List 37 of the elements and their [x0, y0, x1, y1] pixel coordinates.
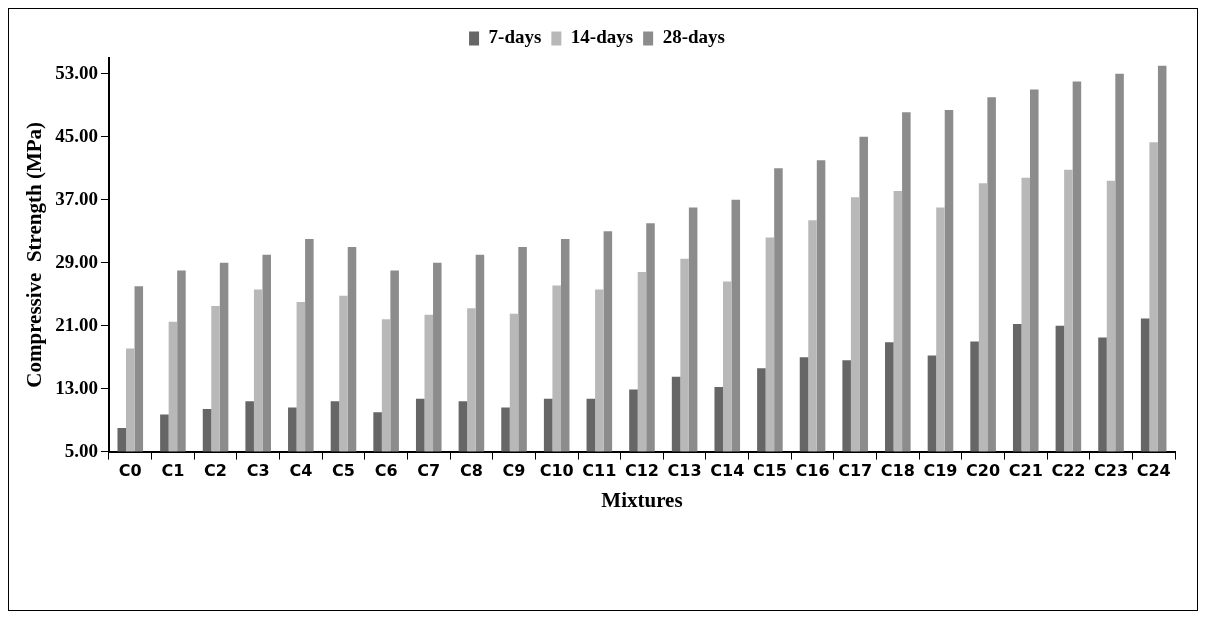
x-tick-label: C8: [459, 461, 483, 481]
y-axis-title: Compressive Strength (MPa): [22, 121, 47, 388]
x-tick-label: C5: [332, 461, 355, 481]
x-tick-label: C18: [880, 461, 915, 481]
x-tick-label: C15: [752, 461, 787, 481]
y-tick-label: 29.00: [55, 250, 98, 272]
y-tick-label: 45.00: [55, 124, 98, 146]
x-tick-label: C0: [118, 461, 142, 481]
legend-label: 28-days: [662, 26, 725, 48]
x-tick-label: C20: [966, 461, 1001, 481]
x-tick-label: C11: [582, 461, 617, 481]
x-tick-label: C3: [246, 461, 270, 481]
y-tick-label: 53.00: [55, 61, 98, 83]
x-tick-label: C23: [1094, 461, 1129, 481]
x-tick-label: C2: [204, 461, 227, 481]
x-tick-label: C21: [1008, 461, 1043, 481]
legend-label: 14-days: [570, 26, 634, 48]
x-tick-label: C19: [923, 461, 958, 481]
x-tick-label: C22: [1051, 461, 1086, 481]
x-tick-label: C7: [417, 461, 441, 481]
y-tick-label: 21.00: [55, 313, 98, 335]
x-tick-label: C1: [161, 461, 185, 481]
x-tick-label: C16: [795, 461, 830, 481]
x-tick-label: C24: [1136, 461, 1171, 481]
y-tick-label: 13.00: [55, 376, 98, 398]
y-tick-label: 5.00: [64, 439, 98, 461]
y-tick-label: 37.00: [55, 187, 98, 209]
x-tick-label: C14: [710, 461, 745, 481]
legend-label: 7-days: [488, 26, 542, 48]
x-tick-label: C12: [624, 461, 659, 481]
x-tick-label: C13: [667, 461, 702, 481]
x-tick-label: C4: [289, 461, 313, 481]
x-axis-title: Mixtures: [601, 487, 683, 512]
x-tick-label: C17: [838, 461, 873, 481]
x-tick-label: C9: [502, 461, 526, 481]
x-tick-label: C10: [539, 461, 574, 481]
x-tick-label: C6: [374, 461, 398, 481]
